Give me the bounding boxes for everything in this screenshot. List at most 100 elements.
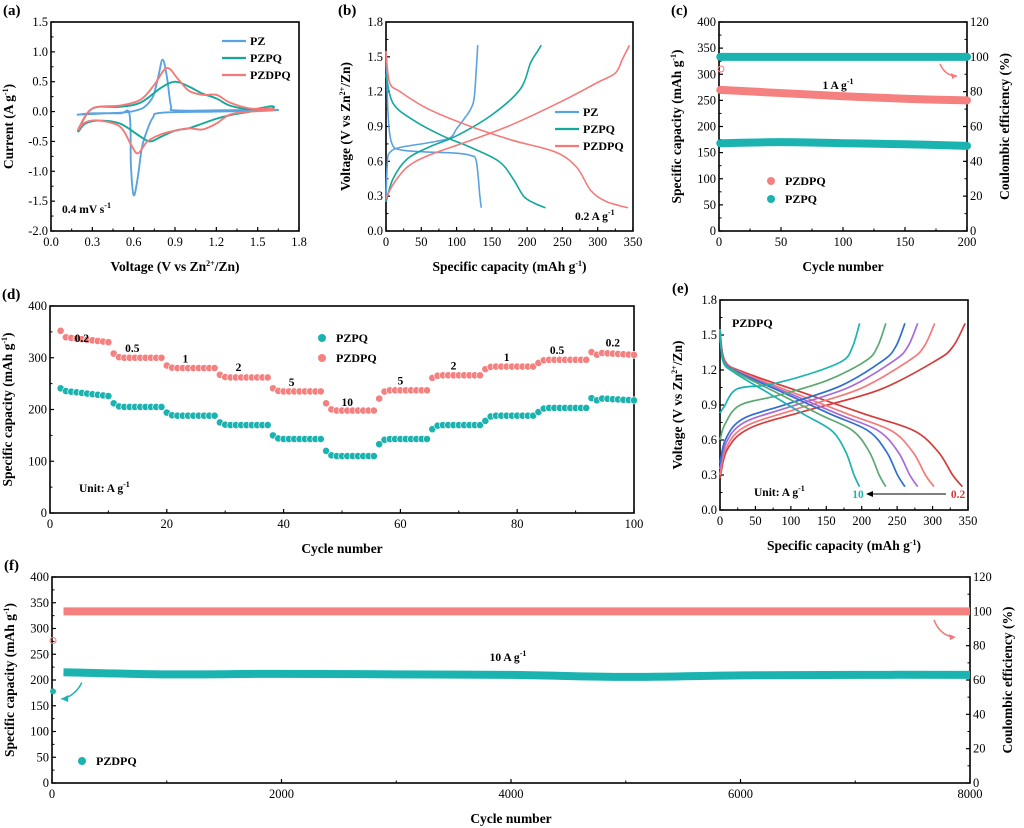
legend-pzpq-marker [318, 334, 326, 342]
pzdpq-rate-point [476, 371, 484, 380]
y-tick-label: 1.5 [32, 15, 48, 29]
x-axis-label: Voltage (V vs Zn2+/Zn) [111, 259, 240, 274]
rate-label: 0.5 [125, 343, 140, 355]
pzpq-rate-point [534, 408, 543, 416]
y-tick-label: 250 [697, 93, 716, 107]
y-tick-label: 400 [30, 570, 49, 584]
x-tick-label: 50 [775, 235, 788, 249]
y2-axis-label: Coulombic efficiency (%) [997, 53, 1012, 200]
y-tick-label: 1.5 [701, 328, 717, 342]
pzdpq-rate-point [104, 338, 113, 347]
y-tick-label: 350 [30, 596, 49, 610]
x-tick-label: 1.2 [209, 235, 225, 249]
y-tick-label: 100 [28, 454, 47, 468]
y-tick-label: 0.0 [32, 105, 48, 119]
pzpq-rate-point [322, 446, 330, 455]
unit-annotation: Unit: A g-1 [754, 484, 805, 499]
capacity-axis-arrow [61, 682, 83, 700]
x-tick-label: 350 [624, 235, 643, 249]
discharge-curve-0_2 [719, 329, 963, 488]
y-tick-label: 300 [30, 622, 49, 636]
x-tick-label: 40 [277, 517, 290, 531]
x-tick-label: 150 [896, 235, 915, 249]
y-tick-label: 0 [41, 506, 47, 520]
ce-axis-arrow [939, 63, 958, 77]
panel-label: (e) [672, 281, 689, 297]
current-density-annotation: 10 A g-1 [490, 649, 527, 664]
x-tick-label: 0.3 [85, 235, 101, 249]
legend-pzpq-label: PZPQ [785, 192, 817, 206]
legend-pzdpq-label: PZDPQ [336, 351, 377, 365]
legend-pzpq-label: PZPQ [583, 122, 615, 136]
ce-axis-arrowhead [949, 634, 956, 641]
x-axis-label: Cycle number [470, 811, 551, 826]
pzpq-rate-point [630, 396, 638, 405]
x-tick-label: 100 [781, 514, 800, 528]
y2-tick-label: 40 [973, 707, 986, 721]
ce-axis-arrowhead [951, 72, 957, 79]
charge-curve-0_2 [719, 322, 966, 479]
y-axis-label: Specific capacity (mAh g-1) [669, 49, 684, 203]
pzpq-rate-point [529, 411, 538, 420]
y-tick-label: 200 [30, 673, 49, 687]
capacity-band [63, 668, 971, 681]
arrow-start-label: 0.2 [951, 489, 966, 501]
gcd-curve-pzdpq [385, 50, 629, 209]
rate-label: 1 [504, 352, 510, 364]
y-tick-label: 0 [710, 224, 716, 238]
gcd-curve-pzpq [385, 74, 546, 209]
y-tick-label: 0.6 [701, 433, 717, 447]
x-tick-label: 100 [447, 235, 466, 249]
y-tick-label: 0.5 [32, 75, 48, 89]
y2-tick-label: 60 [973, 673, 986, 687]
y-tick-label: 350 [697, 41, 716, 55]
legend-pz-label: PZ [583, 105, 598, 119]
pzpq-rate-point [369, 452, 378, 460]
x-tick-label: 0.0 [43, 235, 59, 249]
y-tick-label: 1.2 [367, 85, 383, 99]
pzpq-rate-point [481, 416, 490, 425]
legend-pzpq-label: PZPQ [336, 331, 368, 345]
pzdpq-rate-point [109, 349, 118, 358]
cv-curve-pzdpq [77, 67, 275, 155]
y2-axis-label: Coulombic efficiency (%) [1000, 607, 1015, 754]
ce-axis-arrow [933, 619, 955, 638]
x-tick-label: 0 [49, 787, 55, 801]
y-tick-label: 50 [37, 750, 50, 764]
x-tick-label: 0.6 [126, 235, 142, 249]
y-tick-label: -2.0 [28, 224, 48, 238]
pzpq-rate-point [428, 425, 437, 434]
panel-a-cv-curves: 0.0 0.3 0.6 0.9 1.2 1.5 1.8 -2.0 -1.5 -1.0 -0.5 0.0… [1, 3, 307, 274]
x-tick-label: 250 [888, 514, 907, 528]
y-tick-label: 200 [697, 120, 716, 134]
rate-arrowhead [866, 491, 873, 497]
x-tick-label: 200 [958, 235, 977, 249]
x-tick-label: 4000 [499, 787, 524, 801]
y2-tick-label: 100 [973, 604, 992, 618]
pzpq-rate-point [263, 421, 272, 429]
capacity-axis-arrowhead [61, 695, 69, 703]
x-tick-label: 0 [717, 514, 723, 528]
rate-label: 0.5 [550, 345, 565, 357]
x-tick-label: 0 [47, 517, 53, 531]
rate-label: 5 [289, 377, 295, 389]
y-tick-label: 1.0 [32, 45, 48, 59]
y-tick-label: 0.9 [701, 398, 717, 412]
x-tick-label: 20 [161, 517, 174, 531]
legend-pzdpq-label: PZDPQ [250, 68, 291, 82]
x-tick-label: 1.5 [250, 235, 266, 249]
y-tick-label: -0.5 [28, 134, 48, 148]
rate-label: 5 [398, 376, 404, 388]
x-tick-label: 50 [749, 514, 762, 528]
ce-first-cycle-point [717, 65, 725, 73]
legend-pzdpq-marker [767, 177, 775, 185]
y2-tick-label: 80 [973, 639, 986, 653]
x-tick-label: 200 [518, 235, 537, 249]
panel-d-rate-capability: 0 20 40 60 80 100 0 100 200 300 400 Cycle number Spe… [0, 287, 643, 556]
y-tick-label: 300 [697, 67, 716, 81]
legend-pzdpq-label: PZDPQ [583, 139, 624, 153]
x-tick-label: 2000 [269, 787, 294, 801]
charge-curve-1 [719, 323, 919, 470]
discharge-curve-10 [719, 329, 861, 488]
rate-label: 1 [183, 353, 189, 365]
